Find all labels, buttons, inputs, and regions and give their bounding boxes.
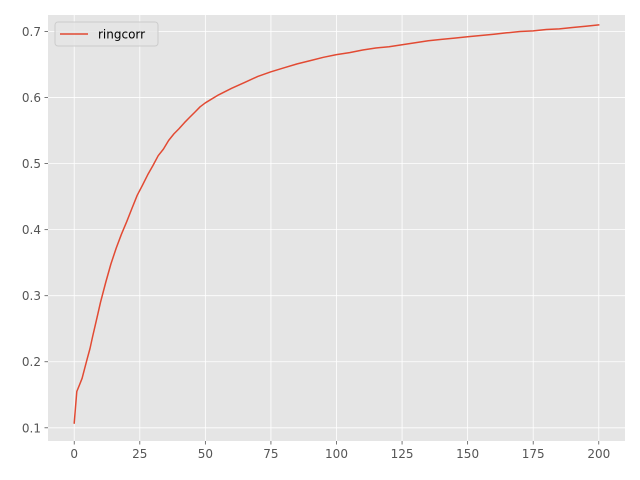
x-axis-ticks: 0 25 50 75 100 125 150 175 200 xyxy=(70,441,610,461)
legend: ringcorr xyxy=(54,21,159,47)
y-tick-label: 0.5 xyxy=(22,157,41,171)
legend-label-ringcorr: ringcorr xyxy=(98,28,145,42)
y-tick-label: 0.6 xyxy=(22,91,41,105)
x-tick-label: 25 xyxy=(132,447,147,461)
y-tick-label: 0.4 xyxy=(22,223,41,237)
x-tick-label: 50 xyxy=(198,447,213,461)
y-tick-label: 0.3 xyxy=(22,289,41,303)
x-tick-label: 100 xyxy=(325,447,348,461)
series-layer xyxy=(73,24,600,424)
y-tick-label: 0.1 xyxy=(22,421,41,435)
legend-box xyxy=(54,21,159,47)
x-tick-label: 125 xyxy=(391,447,414,461)
y-tick-label: 0.7 xyxy=(22,25,41,39)
x-tick-label: 175 xyxy=(522,447,545,461)
series-line-ringcorr xyxy=(73,24,600,424)
x-tick-label: 200 xyxy=(587,447,610,461)
x-tick-label: 75 xyxy=(263,447,278,461)
x-tick-label: 150 xyxy=(456,447,479,461)
y-tick-label: 0.2 xyxy=(22,355,41,369)
y-axis-ticks: 0.1 0.2 0.3 0.4 0.5 0.6 0.7 xyxy=(22,25,48,435)
x-tick-label: 0 xyxy=(70,447,78,461)
